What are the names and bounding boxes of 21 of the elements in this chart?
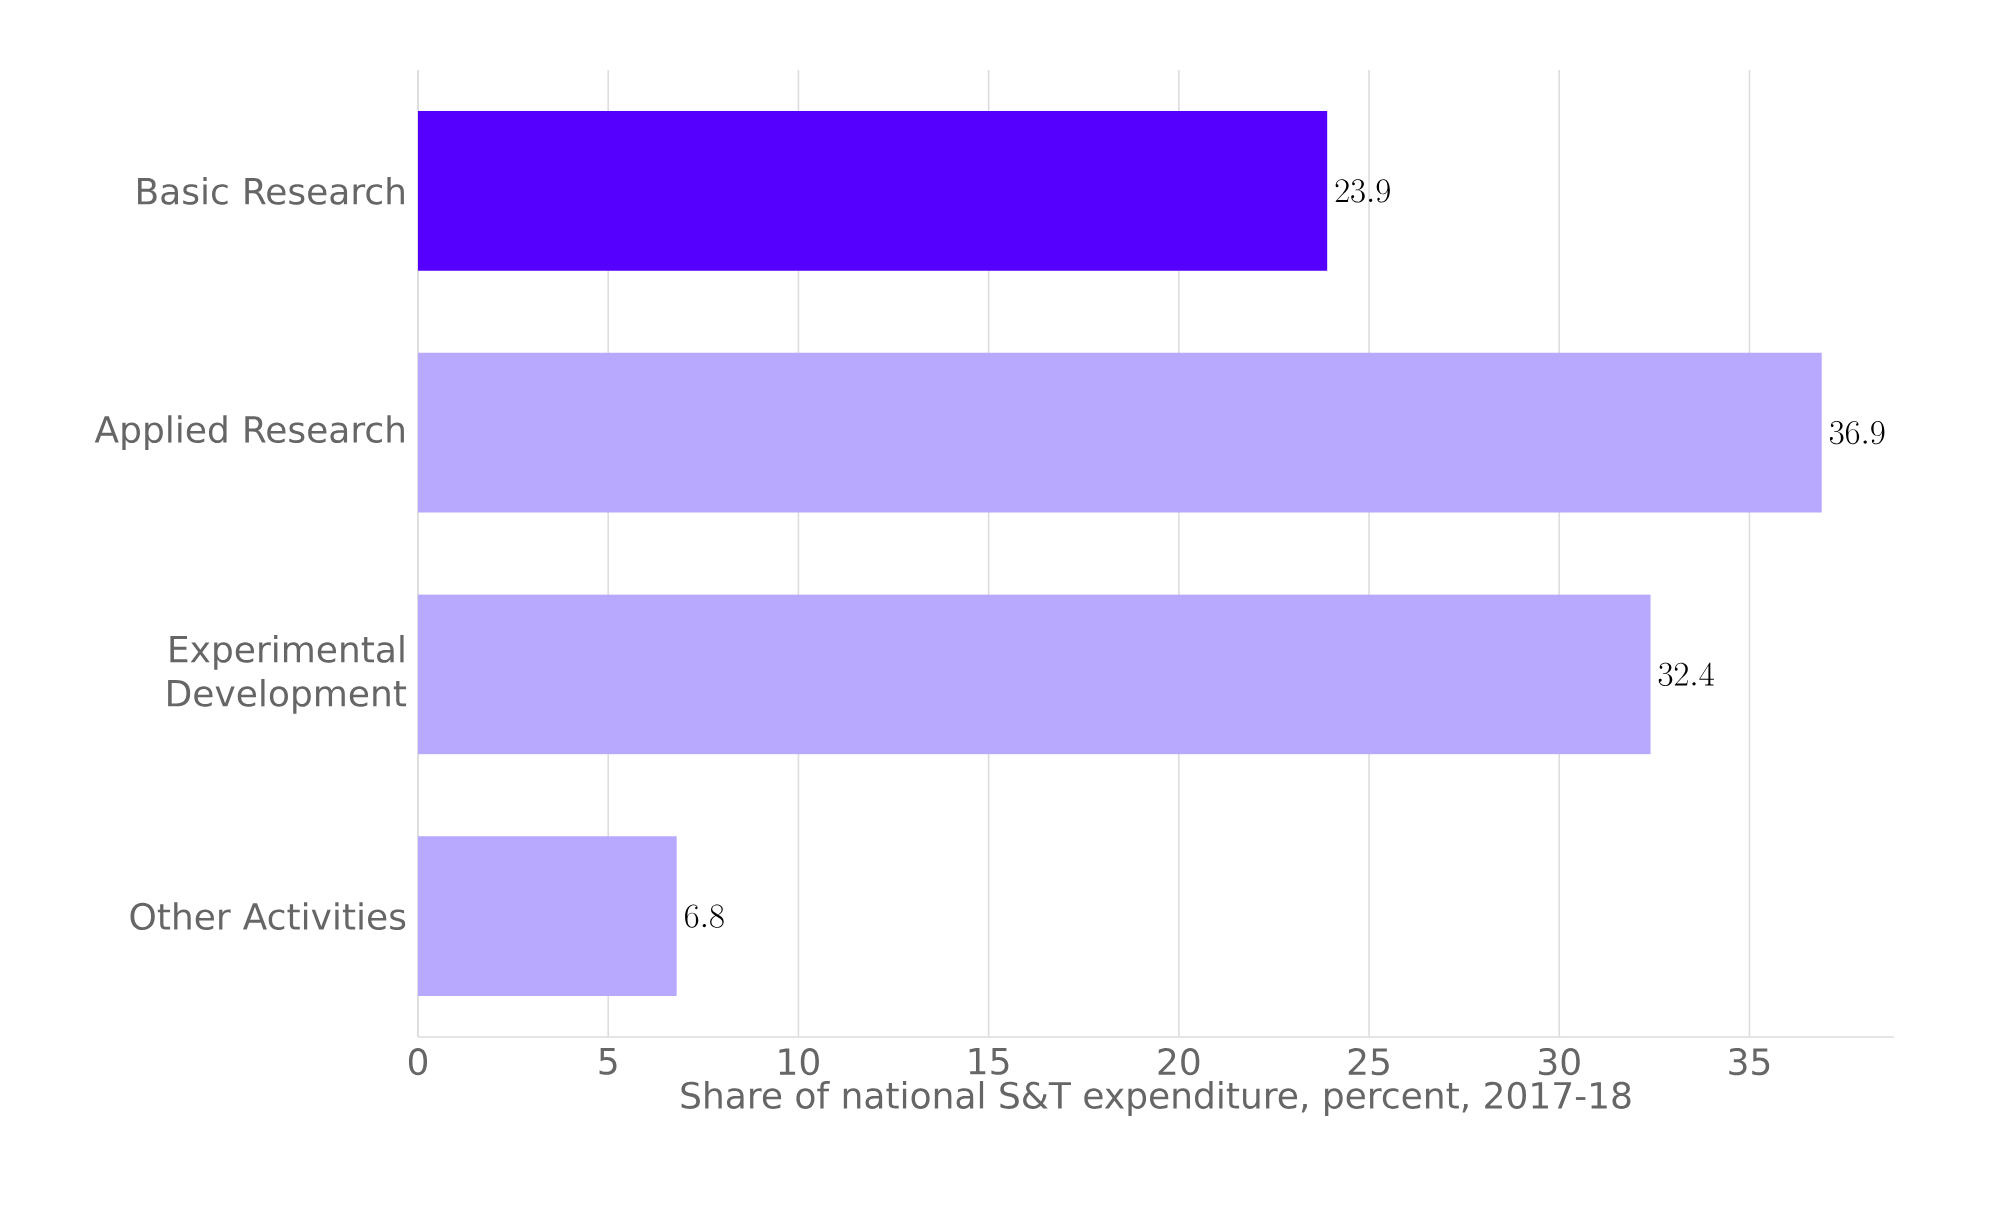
x-tick-label: 30 — [1539, 1048, 1580, 1076]
bar — [418, 836, 677, 996]
data-label: 32.4 — [1658, 662, 1714, 687]
bar — [418, 352, 1822, 513]
y-tick-label: Basic Research — [138, 176, 404, 205]
x-tick-label: 5 — [599, 1048, 617, 1075]
data-label: 23.9 — [1335, 179, 1390, 203]
x-tick-label: 10 — [779, 1048, 819, 1076]
data-label: 6.8 — [685, 904, 724, 928]
x-axis-title: Share of national S&T expenditure, percent, 2017-18 — [681, 1081, 1631, 1116]
bar — [418, 111, 1328, 271]
y-tick-label: Experimental Development — [168, 634, 407, 714]
x-tick-label: 0 — [408, 1048, 428, 1076]
x-tick-label: 25 — [1348, 1048, 1389, 1076]
y-tick-label: Applied Research — [94, 415, 404, 451]
x-tick-label: 35 — [1729, 1048, 1770, 1076]
x-tick-label: 15 — [969, 1048, 1009, 1075]
y-tick-label: Other Activities — [130, 902, 406, 931]
data-label: 36.9 — [1829, 420, 1885, 445]
bar — [418, 594, 1651, 755]
x-tick-label: 20 — [1158, 1048, 1200, 1076]
